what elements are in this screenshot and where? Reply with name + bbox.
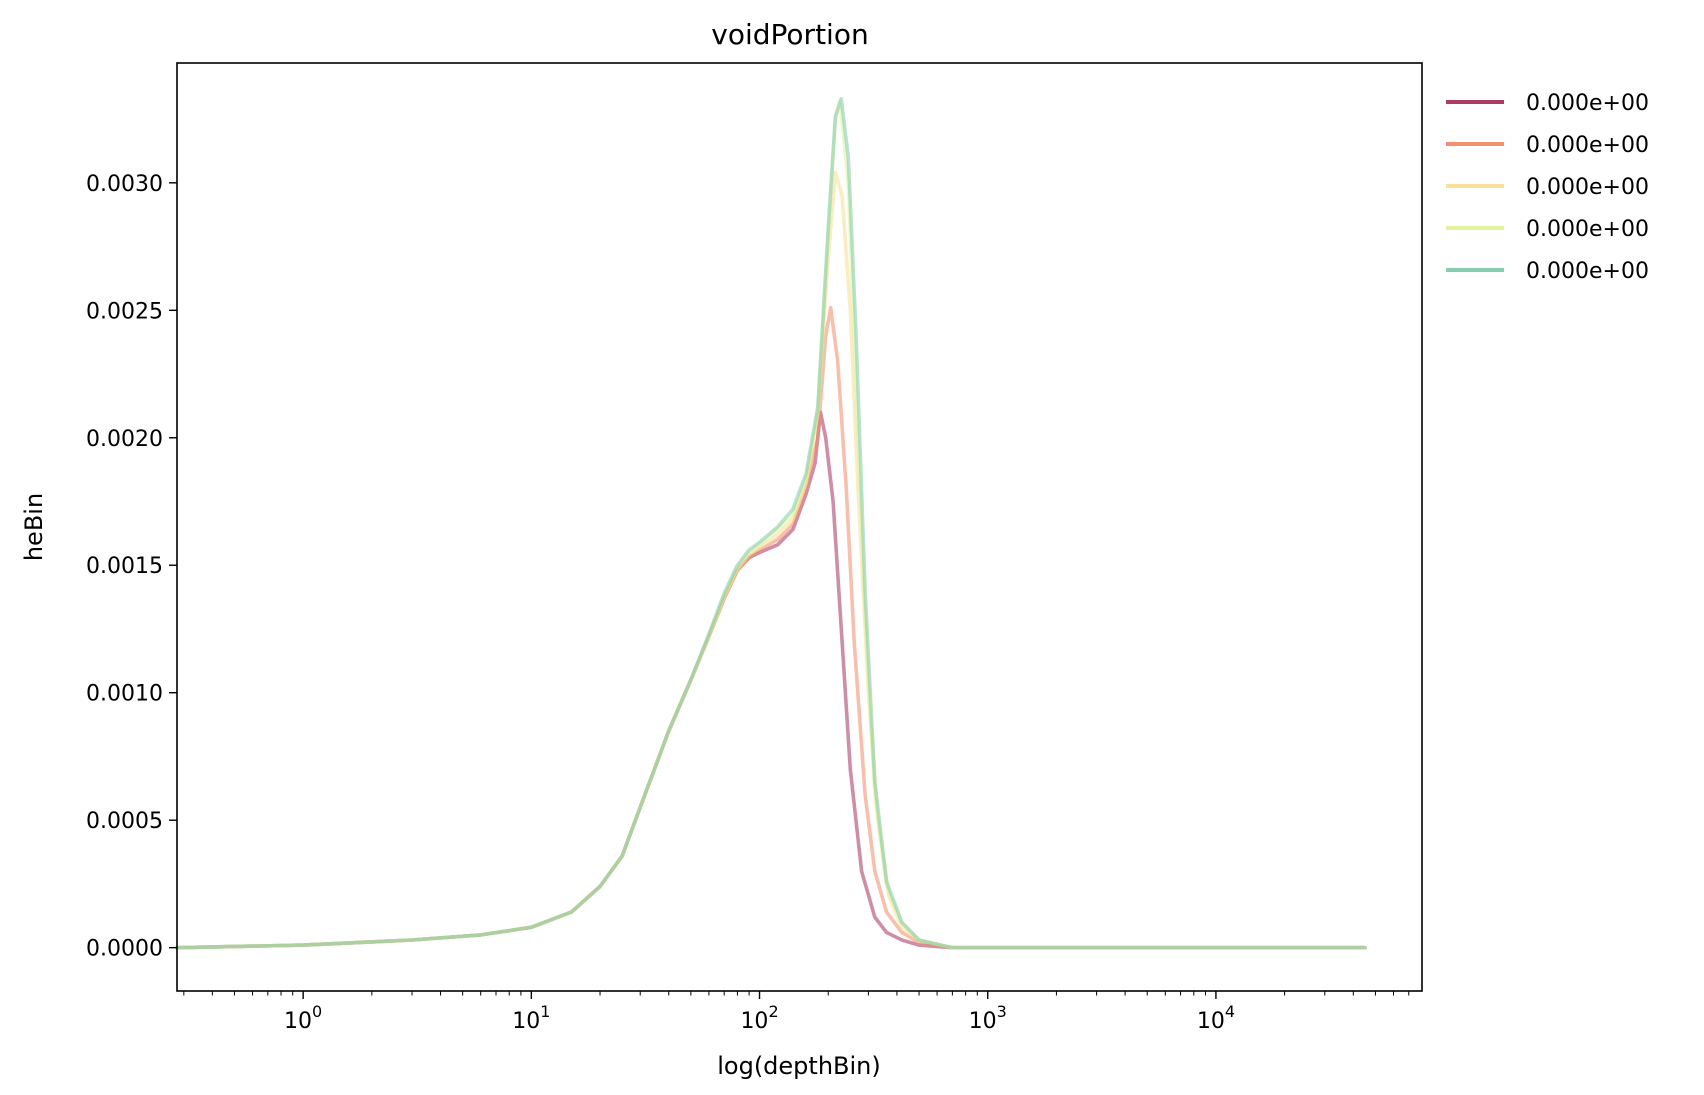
- series-layer: [175, 96, 1367, 950]
- legend: 0.000e+00 0.000e+00 0.000e+00 0.000e+00 0.00…: [1446, 91, 1649, 284]
- y-tick-label-1: 0.0005: [86, 809, 163, 834]
- y-tick-label-3: 0.0015: [86, 554, 163, 579]
- y-tick-label-5: 0.0025: [86, 299, 163, 324]
- legend-label-1: 0.000e+00: [1526, 91, 1649, 116]
- y-axis-label: heBin: [20, 493, 48, 561]
- legend-label-5: 0.000e+00: [1526, 259, 1649, 284]
- chart-title: voidPortion: [711, 18, 868, 51]
- y-tick-label-4: 0.0020: [86, 427, 163, 452]
- y-tick-label-0: 0.0000: [86, 937, 163, 962]
- legend-label-3: 0.000e+00: [1526, 175, 1649, 200]
- x-axis-label: log(depthBin): [717, 1052, 881, 1080]
- legend-label-4: 0.000e+00: [1526, 217, 1649, 242]
- series-line-5: [175, 96, 1367, 950]
- legend-label-2: 0.000e+00: [1526, 133, 1649, 158]
- plot-frame: [176, 62, 1423, 992]
- y-tick-label-2: 0.0010: [86, 682, 163, 707]
- y-tick-label-6: 0.0030: [86, 172, 163, 197]
- y-axis: 0.0000 0.0005 0.0010 0.0015 0.0020 0.0025 0.00…: [86, 172, 177, 962]
